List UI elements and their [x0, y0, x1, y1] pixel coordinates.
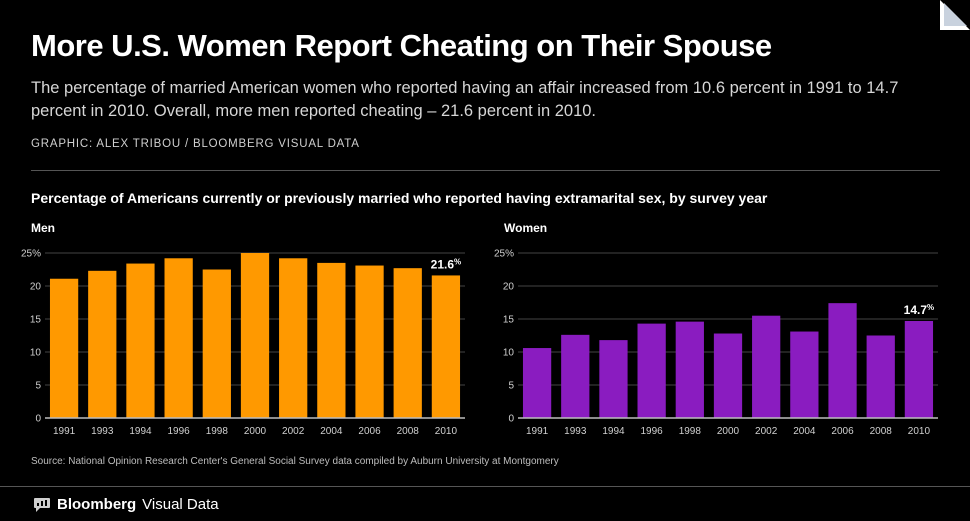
women-bar-2004 — [790, 331, 819, 418]
women-y-tick-label: 20 — [503, 282, 515, 293]
women-x-tick-label: 2002 — [755, 426, 778, 437]
men-x-tick-label: 1996 — [168, 426, 191, 437]
women-x-tick-label: 2008 — [870, 426, 893, 437]
footer-bar: Bloomberg Visual Data — [0, 486, 970, 521]
women-x-tick-label: 2000 — [717, 426, 740, 437]
men-y-tick-label: 15 — [30, 315, 42, 326]
women-x-tick-label: 1993 — [564, 426, 587, 437]
header-divider — [31, 170, 940, 171]
men-bar-1991 — [49, 278, 79, 418]
women-x-tick-label: 2010 — [908, 426, 931, 437]
women-bar-1994 — [599, 340, 628, 418]
men-bar-2000 — [240, 253, 270, 418]
men-y-tick-label: 25% — [21, 249, 41, 260]
women-x-tick-label: 2004 — [793, 426, 816, 437]
women-x-tick-label: 1991 — [526, 426, 549, 437]
women-y-tick-label: 15 — [503, 315, 515, 326]
men-bar-1998 — [202, 269, 231, 418]
women-bar-1993 — [561, 334, 590, 418]
women-bar-1996 — [637, 323, 666, 418]
graphic-credit: GRAPHIC: ALEX TRIBOU / BLOOMBERG VISUAL … — [31, 138, 360, 150]
men-x-tick-label: 2000 — [244, 426, 267, 437]
women-x-tick-label: 1998 — [679, 426, 702, 437]
women-bar-2008 — [866, 335, 895, 418]
men-x-tick-label: 2006 — [358, 426, 381, 437]
men-bar-1993 — [88, 270, 117, 418]
women-bar-2006 — [828, 303, 857, 418]
women-y-tick-label: 25% — [494, 249, 514, 260]
men-y-tick-label: 20 — [30, 282, 42, 293]
men-x-tick-label: 1991 — [53, 426, 76, 437]
men-x-tick-label: 2004 — [320, 426, 343, 437]
footer-brand-bold: Bloomberg — [57, 496, 137, 513]
men-last-value-label: 21.6% — [431, 257, 461, 271]
women-last-value-label: 14.7% — [904, 303, 934, 317]
men-bar-1996 — [164, 258, 193, 418]
men-x-tick-label: 1993 — [91, 426, 114, 437]
bloomberg-logo[interactable]: Bloomberg Visual Data — [33, 496, 219, 513]
page-curl-icon[interactable] — [940, 0, 970, 30]
men-y-tick-label: 0 — [35, 414, 41, 425]
source-note: Source: National Opinion Research Center… — [31, 456, 559, 467]
speech-bubble-icon — [34, 497, 50, 512]
women-y-tick-label: 0 — [508, 414, 514, 425]
women-bar-2000 — [713, 333, 743, 418]
women-bar-2010 — [904, 320, 934, 418]
men-bar-2004 — [317, 262, 346, 418]
men-bar-1994 — [126, 263, 155, 418]
men-bar-2010 — [431, 275, 461, 418]
men-panel-label: Men — [31, 221, 55, 235]
page-title: More U.S. Women Report Cheating on Their… — [31, 28, 772, 63]
men-x-tick-label: 2010 — [435, 426, 458, 437]
men-bar-2008 — [393, 268, 422, 418]
women-x-tick-label: 2006 — [831, 426, 854, 437]
men-bar-2002 — [279, 258, 308, 418]
men-x-tick-label: 2008 — [397, 426, 420, 437]
women-bar-chart: 25% 20 15 10 5 0 1991 1993 1994 1996 1998 2000 2002 2… — [494, 249, 938, 437]
women-panel-label: Women — [504, 221, 548, 235]
women-y-tick-label: 5 — [508, 381, 514, 392]
men-bar-2006 — [355, 265, 384, 418]
women-bar-2002 — [752, 315, 781, 418]
men-y-tick-label: 5 — [35, 381, 41, 392]
women-x-tick-label: 1996 — [641, 426, 664, 437]
page-subtitle: The percentage of married American women… — [31, 79, 899, 120]
men-x-tick-label: 1994 — [129, 426, 152, 437]
footer-brand-light: Visual Data — [142, 496, 219, 513]
men-x-tick-label: 2002 — [282, 426, 305, 437]
men-x-tick-label: 1998 — [206, 426, 229, 437]
men-bar-chart: 25% 20 15 10 5 0 1991 1993 1994 1996 1998 2000 2002 2… — [21, 249, 465, 437]
men-y-tick-label: 10 — [30, 348, 42, 359]
women-bar-1991 — [522, 348, 552, 418]
women-y-tick-label: 10 — [503, 348, 515, 359]
women-bar-1998 — [675, 321, 704, 418]
chart-heading: Percentage of Americans currently or pre… — [31, 190, 768, 206]
women-x-tick-label: 1994 — [602, 426, 625, 437]
